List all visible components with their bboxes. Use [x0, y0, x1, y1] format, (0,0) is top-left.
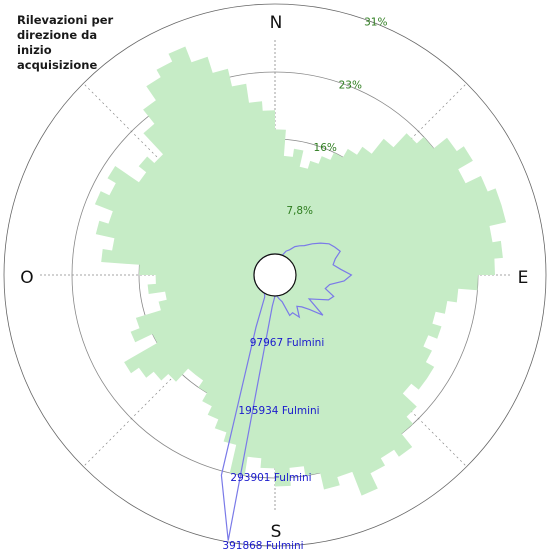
grid-ring-4: [3, 3, 547, 547]
chart-title-line-2: direzione da: [17, 28, 98, 42]
count-ring-label-1: 97967 Fulmini: [250, 337, 325, 349]
compass-east: E: [518, 268, 529, 288]
percent-ring-label-2: 16%: [314, 142, 337, 154]
count-ring-label-2: 195934 Fulmini: [238, 405, 319, 417]
percent-ring-label-3: 23%: [339, 80, 362, 92]
chart-title: Rilevazioni per direzione da inizio acqu…: [17, 13, 137, 73]
count-ring-labels: 97967 Fulmini 195934 Fulmini 293901 Fulmin…: [222, 337, 324, 550]
chart-title-line-3: inizio: [17, 43, 52, 57]
green-percent-area: [94, 46, 507, 496]
compass-west: O: [20, 268, 33, 288]
compass-south: S: [271, 522, 282, 542]
percent-ring-labels: 7,8% 16% 23% 31%: [286, 17, 387, 217]
center-hole: [253, 253, 297, 297]
compass-north: N: [270, 13, 283, 33]
percent-ring-label-4: 31%: [364, 17, 387, 29]
chart-title-line-4: acquisizione: [17, 58, 98, 72]
chart-title-line-1: Rilevazioni per: [17, 13, 114, 27]
count-ring-label-4: 391868 Fulmini: [222, 540, 303, 550]
percent-ring-label-1: 7,8%: [286, 205, 313, 217]
count-ring-label-3: 293901 Fulmini: [230, 472, 311, 484]
